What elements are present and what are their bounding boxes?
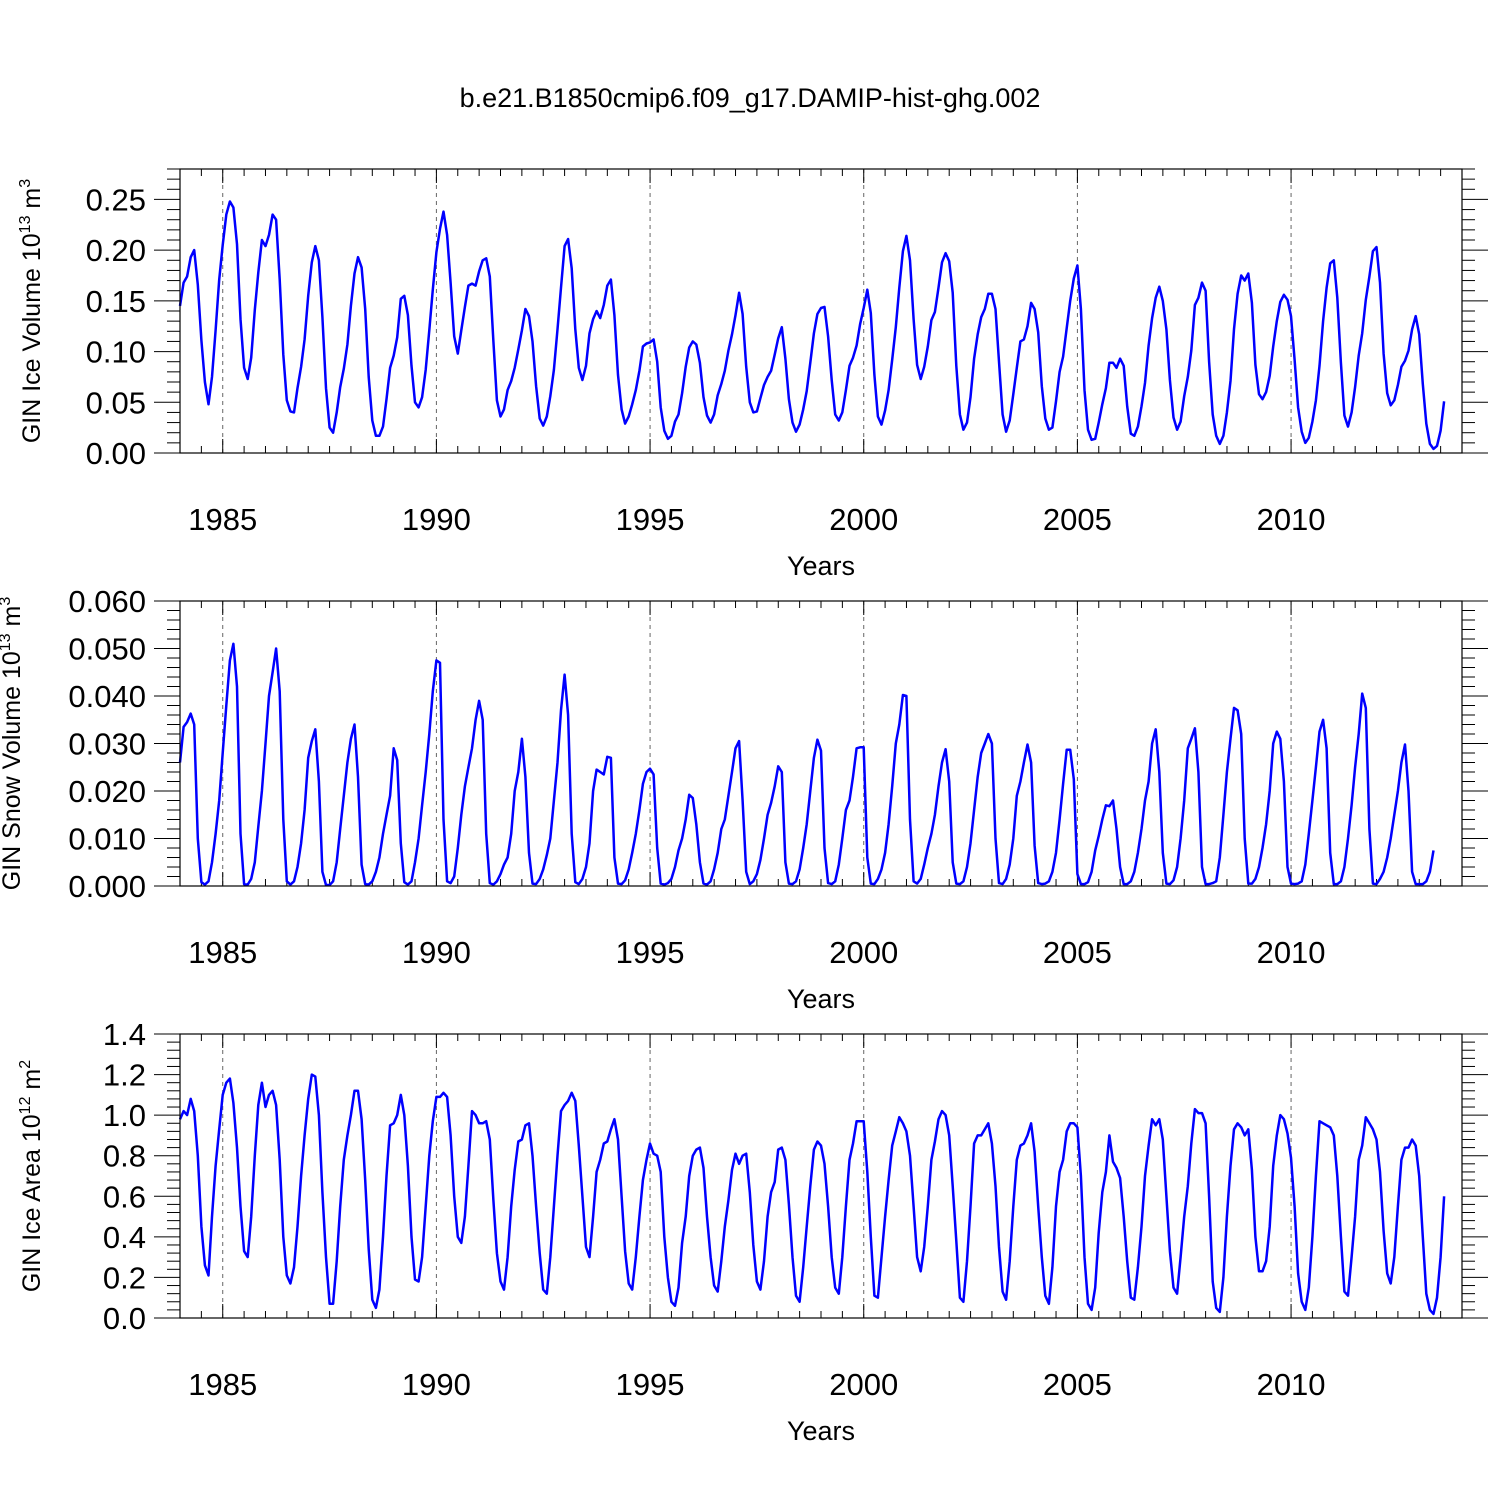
y-tick-label: 0.4: [103, 1220, 146, 1255]
chart-panel-ice-volume: 1985 1990 1995 2000 2005 2010 Years 0.00 0.05 0.1…: [17, 168, 1488, 581]
figure-title: b.e21.B1850cmip6.f09_g17.DAMIP-hist-ghg.…: [460, 83, 1041, 113]
y-tick-label: 0.10: [86, 335, 146, 370]
x-tick-label: 1995: [616, 502, 685, 537]
plot-frame: [179, 1033, 1463, 1319]
plot-frame: [179, 600, 1463, 887]
x-tick-label: 2010: [1257, 935, 1326, 970]
plot-frame: [179, 168, 1463, 454]
x-axis-label: Years: [787, 551, 855, 581]
chart-panels: 1985 1990 1995 2000 2005 2010 Years 0.00 0.05 0.1…: [0, 168, 1488, 1446]
x-tick-label: 1995: [616, 1367, 685, 1402]
y-tick-label: 0.000: [68, 869, 146, 904]
x-axis-label: Years: [787, 984, 855, 1014]
y-tick-label: 0.6: [103, 1179, 146, 1214]
y-tick-label: 0.040: [68, 679, 146, 714]
x-tick-label: 1985: [188, 1367, 257, 1402]
y-tick-label: 0.20: [86, 233, 146, 268]
y-tick-label: 0.0: [103, 1301, 146, 1336]
x-tick-label: 2005: [1043, 502, 1112, 537]
x-tick-label: 2010: [1257, 502, 1326, 537]
x-tick-label: 1985: [188, 502, 257, 537]
series-line-ice-area: [178, 1073, 1446, 1316]
chart-panel-ice-area: 1985 1990 1995 2000 2005 2010 Years 0.0 0.2 0.4 0.…: [17, 1017, 1488, 1446]
y-tick-label: 0.060: [68, 584, 146, 619]
x-tick-label: 2005: [1043, 1367, 1112, 1402]
x-tick-label: 2010: [1257, 1367, 1326, 1402]
series-line-ice-volume: [178, 200, 1446, 451]
y-tick-label: 0.25: [86, 182, 146, 217]
y-tick-label: 0.05: [86, 385, 146, 420]
y-tick-label: 1.2: [103, 1058, 146, 1093]
y-axis-label: GIN Ice Volume 1013 m3: [17, 179, 46, 443]
y-tick-label: 1.4: [103, 1017, 146, 1052]
y-tick-label: 0.15: [86, 284, 146, 319]
y-tick-label: 1.0: [103, 1098, 146, 1133]
x-tick-label: 1985: [188, 935, 257, 970]
y-axis-label: GIN Snow Volume 1013 m3: [0, 597, 26, 891]
x-tick-label: 2005: [1043, 935, 1112, 970]
x-tick-label: 2000: [829, 935, 898, 970]
y-tick-label: 0.010: [68, 822, 146, 857]
x-tick-label: 1990: [402, 935, 471, 970]
x-tick-label: 1990: [402, 502, 471, 537]
y-tick-label: 0.030: [68, 727, 146, 762]
x-tick-label: 2000: [829, 502, 898, 537]
y-tick-label: 0.8: [103, 1139, 146, 1174]
y-axis-label: GIN Ice Area 1012 m2: [17, 1060, 46, 1292]
y-tick-label: 0.00: [86, 436, 146, 471]
x-tick-label: 1995: [616, 935, 685, 970]
x-axis-label: Years: [787, 1416, 855, 1446]
y-tick-label: 0.2: [103, 1260, 146, 1295]
y-tick-label: 0.020: [68, 774, 146, 809]
chart-panel-snow-volume: 1985 1990 1995 2000 2005 2010 Years 0.000 0.010 0…: [0, 584, 1488, 1014]
y-tick-label: 0.050: [68, 632, 146, 667]
x-tick-label: 2000: [829, 1367, 898, 1402]
x-tick-label: 1990: [402, 1367, 471, 1402]
series-line-snow-volume: [178, 642, 1435, 887]
